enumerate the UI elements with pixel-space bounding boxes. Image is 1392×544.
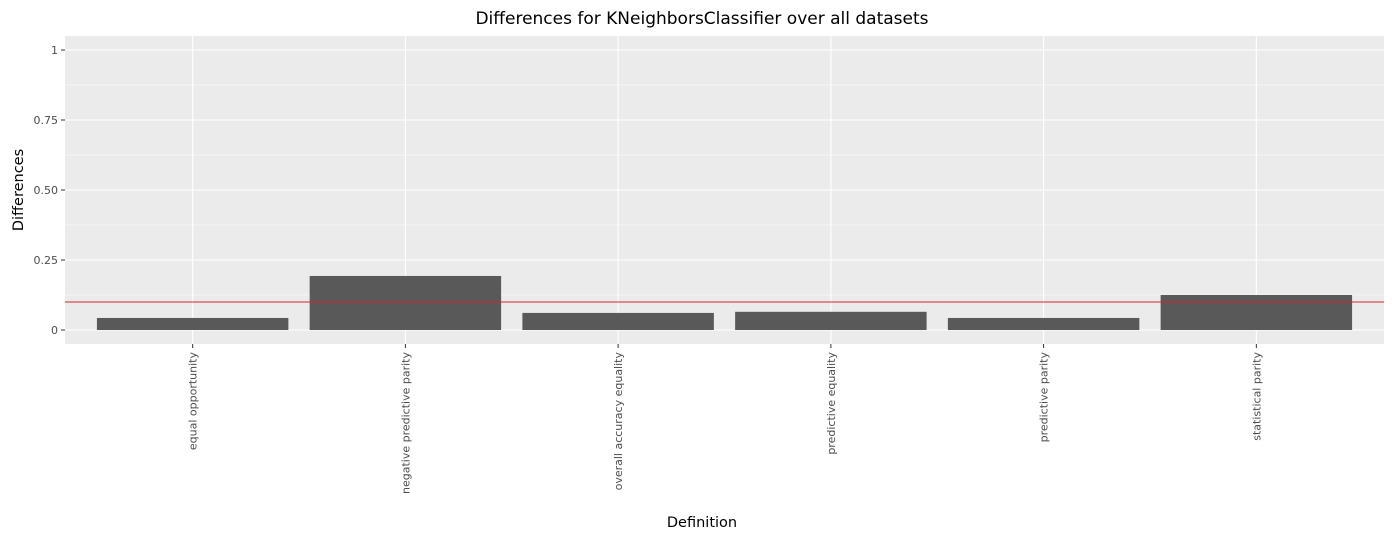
- x-tick-label: predictive equality: [825, 352, 838, 455]
- y-axis-title: Differences: [11, 149, 27, 231]
- y-tick-label: 0.50: [34, 184, 59, 197]
- x-axis: equal opportunity negative predictive par…: [187, 344, 1263, 494]
- bars: [96, 275, 1353, 330]
- x-tick-label: negative predictive parity: [399, 352, 412, 494]
- bar-statistical-parity: [1160, 295, 1353, 330]
- bar-predictive-equality: [735, 311, 927, 330]
- x-tick-label: predictive parity: [1038, 352, 1051, 443]
- x-tick-label: overall accuracy equality: [612, 352, 625, 491]
- x-tick-label: equal opportunity: [187, 352, 200, 451]
- bar-overall-accuracy-equality: [522, 312, 714, 330]
- y-axis: 0 0.25 0.50 0.75 1: [34, 44, 65, 337]
- y-tick-label: 1: [51, 44, 58, 57]
- y-tick-label: 0.75: [34, 114, 59, 127]
- x-axis-title: Definition: [667, 515, 737, 531]
- x-tick-label: statistical parity: [1250, 352, 1263, 441]
- y-tick-label: 0.25: [34, 254, 59, 267]
- bar-equal-opportunity: [96, 317, 289, 330]
- y-tick-label: 0: [51, 324, 58, 337]
- chart-title: Differences for KNeighborsClassifier ove…: [475, 9, 928, 29]
- bar-predictive-parity: [947, 317, 1140, 330]
- bar-negative-predictive-parity: [309, 275, 502, 330]
